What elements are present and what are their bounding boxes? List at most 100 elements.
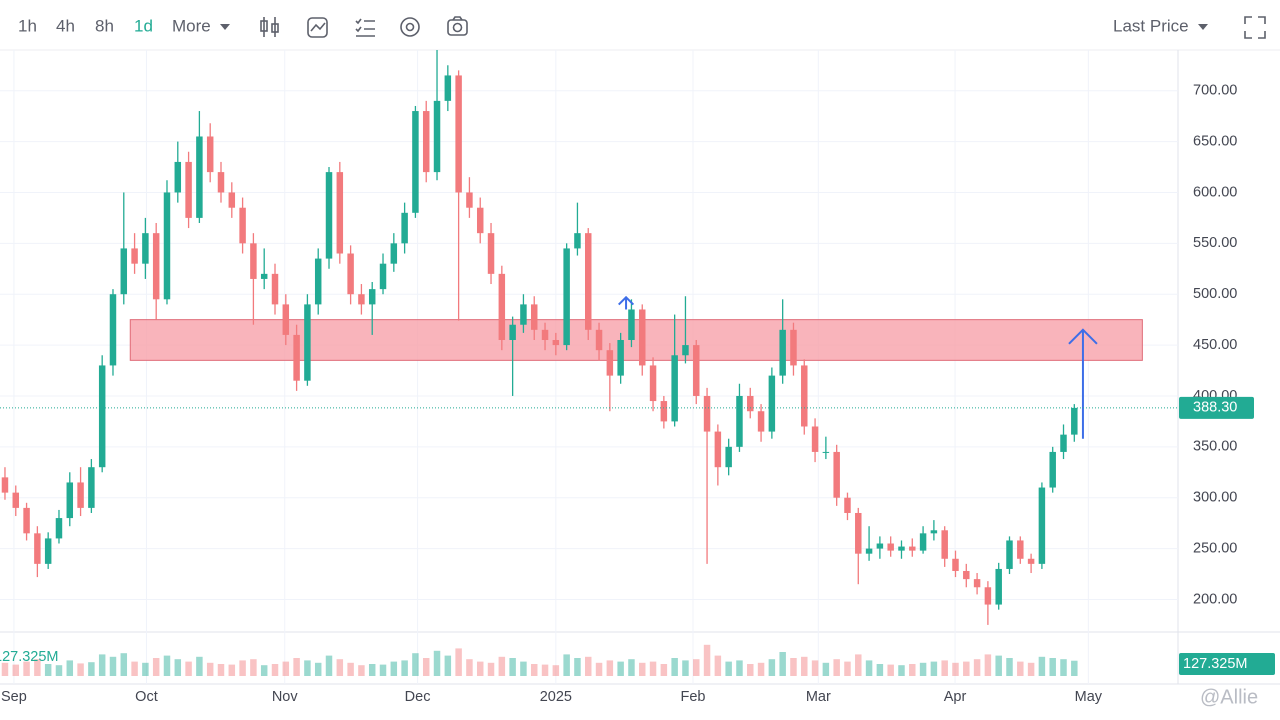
candle-body	[898, 546, 905, 551]
volume-bar	[714, 655, 722, 676]
volume-bar	[487, 662, 495, 676]
candle-body	[152, 233, 160, 300]
x-tick-label: Apr	[944, 689, 967, 705]
last-price-label: 388.30	[1193, 400, 1237, 416]
volume-bar	[196, 656, 203, 676]
toolbar: 1h 4h 8h 1d More Last Price	[18, 16, 1266, 39]
dropdown-caret	[220, 24, 230, 30]
volume-bar	[444, 655, 452, 676]
candle-body	[973, 579, 981, 588]
candle-body	[487, 233, 495, 274]
candle-body	[930, 530, 938, 534]
volume-bar	[595, 662, 603, 676]
volume-bar	[304, 660, 311, 676]
y-tick-label: 650.00	[1193, 133, 1237, 149]
volume-bar	[887, 664, 894, 676]
volume-bar	[876, 664, 884, 676]
volume-bar	[520, 661, 527, 676]
candle-body	[768, 375, 776, 432]
candle-body	[163, 192, 171, 300]
candle-body	[1006, 540, 1013, 569]
interval-button[interactable]: 4h	[56, 16, 75, 35]
candle-body	[55, 518, 63, 539]
candle-body	[412, 111, 419, 213]
volume-bar	[747, 664, 754, 676]
x-tick-label: Mar	[806, 689, 831, 705]
volume-bar	[844, 661, 851, 676]
interval-button[interactable]: 8h	[95, 16, 114, 35]
fullscreen-icon[interactable]	[1244, 16, 1266, 39]
candle-body	[142, 233, 149, 264]
volume-bar	[66, 660, 74, 676]
volume-bar	[628, 659, 635, 676]
volume-tag	[1179, 653, 1275, 675]
candle-body	[833, 451, 840, 498]
volume-bar	[271, 664, 279, 676]
x-tick-label: Nov	[272, 689, 299, 705]
arrow-head	[618, 295, 635, 306]
volume-bar	[930, 661, 938, 676]
y-tick-label: 700.00	[1193, 83, 1237, 99]
settings-icon[interactable]	[400, 17, 420, 37]
candle-body	[325, 172, 333, 259]
price-mode-button[interactable]: Last Price	[1113, 16, 1189, 35]
volume-bar	[282, 661, 290, 676]
candle-icon[interactable]	[260, 17, 279, 37]
candle-body	[498, 273, 506, 340]
candle-body	[185, 161, 192, 218]
interval-button[interactable]: 1d	[134, 16, 153, 35]
volume-bar	[822, 662, 830, 676]
candle-body	[44, 538, 52, 564]
volume-bar	[833, 659, 840, 676]
volume-bar	[163, 655, 171, 676]
volume-bar	[379, 664, 387, 676]
candle-body	[714, 431, 722, 468]
more-button[interactable]: More	[172, 16, 211, 35]
volume-bar	[390, 661, 398, 676]
volume-bar	[206, 662, 214, 676]
candle-body	[12, 492, 20, 508]
volume-bar	[725, 661, 732, 676]
volume-bar	[55, 665, 63, 676]
volume-bar	[941, 660, 948, 676]
candle-body	[1071, 407, 1078, 435]
candle-body	[401, 212, 408, 244]
volume-bar	[293, 658, 300, 676]
candle-body	[271, 273, 279, 305]
volume-bar	[109, 656, 117, 676]
volume-bar	[12, 664, 20, 676]
volume-bar	[963, 661, 970, 676]
indicator-icon[interactable]	[307, 17, 328, 38]
candle-body	[747, 395, 754, 412]
candle-body	[1, 477, 9, 493]
candle-body	[217, 172, 225, 193]
interval-button[interactable]: 1h	[18, 16, 37, 35]
volume-legend: 127.325M	[0, 649, 59, 665]
volume-bar	[811, 660, 819, 676]
volume-bar	[509, 658, 516, 676]
candle-body	[444, 75, 452, 101]
volume-bar	[919, 662, 927, 676]
volume-bar	[703, 644, 711, 676]
candle-body	[530, 304, 538, 330]
volume-bar	[865, 660, 873, 676]
toolbar-icons	[260, 16, 468, 38]
candle-body	[379, 263, 387, 290]
candle-body	[682, 345, 689, 356]
camera-icon[interactable]	[447, 16, 468, 36]
candle-body	[628, 309, 635, 340]
candle-body	[952, 558, 959, 571]
candle-body	[174, 161, 182, 193]
list-icon[interactable]	[355, 18, 375, 37]
candle-body	[422, 111, 430, 173]
candle-body	[433, 100, 441, 173]
candle-body	[109, 294, 117, 366]
plot	[0, 50, 1178, 676]
candle-body	[855, 512, 862, 554]
candle-body	[1017, 540, 1024, 559]
volume-bar	[336, 659, 344, 676]
volume-bar	[358, 665, 365, 676]
candle-body	[347, 253, 354, 295]
candle-body	[466, 192, 473, 208]
